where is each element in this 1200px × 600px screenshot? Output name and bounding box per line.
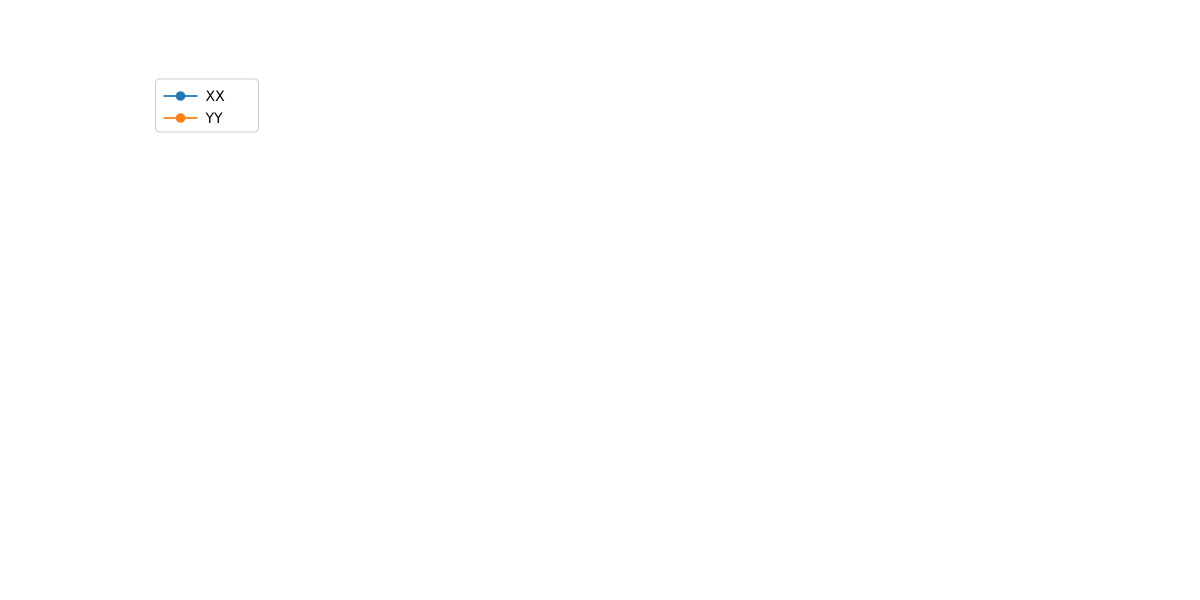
legend-label-yy: YY (205, 111, 224, 127)
legend-label-xx: XX (206, 89, 226, 105)
legend-marker-xx (175, 91, 186, 101)
legend: XX YY (155, 78, 259, 133)
legend-marker-yy (175, 113, 186, 123)
